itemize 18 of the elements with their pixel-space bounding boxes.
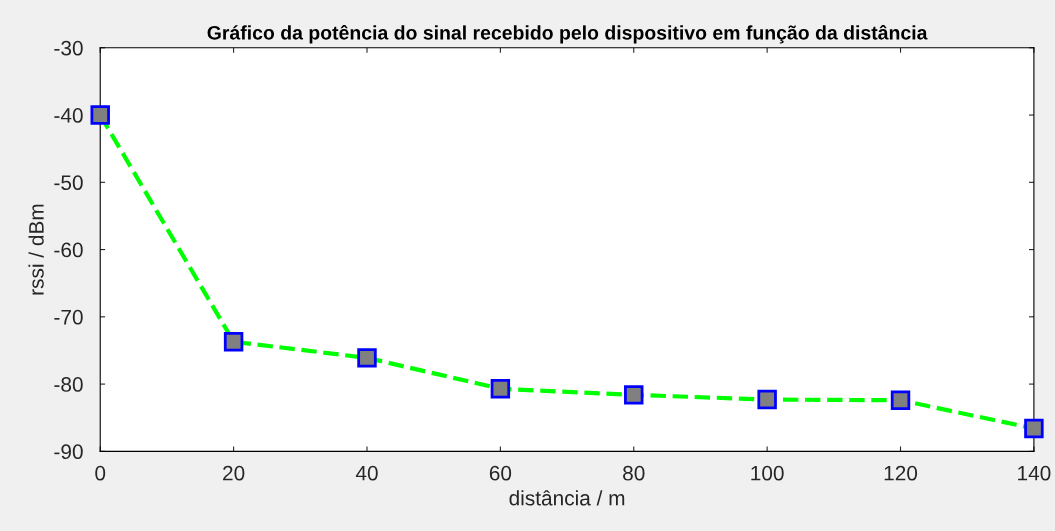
x-tick-label: 40: [355, 465, 378, 481]
x-tick-label: 60: [489, 465, 512, 481]
x-tick-label: 80: [623, 465, 645, 481]
y-tick-label: -70: [54, 309, 83, 325]
x-tick-label: 20: [223, 465, 245, 481]
x-axis-title: distância / m: [509, 490, 625, 506]
y-tick-label: -90: [54, 444, 83, 460]
x-tick-label: 100: [751, 465, 784, 481]
x-tick-label: 140: [1018, 465, 1051, 481]
x-tick-label: 120: [884, 465, 918, 481]
y-tick-label: -80: [54, 377, 83, 392]
y-axis-title: rssi / dBm: [28, 204, 44, 295]
y-tick-label: -50: [54, 175, 83, 191]
y-tick-label: -60: [54, 242, 83, 258]
chart-title: Gráfico da potência do sinal recebido pelo dispositivo em função da distância: [207, 24, 928, 44]
x-tick-label: 0: [95, 465, 106, 481]
y-tick-label: -30: [54, 40, 83, 56]
y-tick-label: -40: [54, 108, 83, 123]
